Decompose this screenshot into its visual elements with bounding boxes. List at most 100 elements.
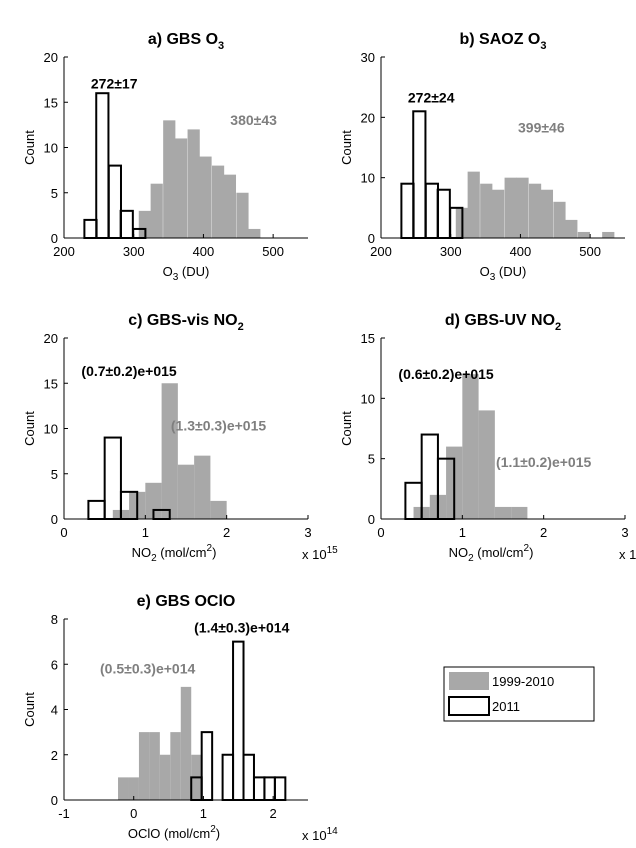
legend-box — [443, 666, 595, 722]
bar — [83, 218, 98, 239]
x-tick-label: 1 — [200, 806, 207, 821]
y-tick-label: 6 — [51, 657, 58, 672]
y-tick-label: 5 — [368, 452, 375, 467]
series-gray — [118, 686, 202, 800]
series-gray — [112, 383, 227, 519]
bar — [248, 228, 261, 238]
x-tick-label: 300 — [123, 244, 145, 259]
x-exponent: x 1015 — [619, 545, 636, 562]
bar — [252, 776, 266, 801]
panel-d: 0 1 2 3 0 5 10 15 d) GBS-UV NO2 Count NO2 (mol/cm2… — [339, 312, 636, 564]
x-tick-label: 2 — [223, 525, 230, 540]
panel-title: b) SAOZ O3 — [459, 31, 546, 52]
y-tick-label: 20 — [44, 50, 58, 65]
y-tick-label: 10 — [44, 141, 58, 156]
bar — [194, 455, 211, 519]
y-tick-label: 15 — [361, 331, 375, 346]
bar — [480, 183, 493, 238]
x-tick-label: 0 — [60, 525, 67, 540]
y-tick-label: 10 — [44, 422, 58, 437]
x-tick-label: 500 — [579, 244, 601, 259]
x-axis-label: NO2 (mol/cm2) — [132, 543, 217, 564]
panel-c: 0 1 2 3 0 5 10 15 20 c) GBS-vis NO2 Count NO2 (mol/… — [22, 312, 338, 564]
stat-annotation: (1.3±0.3)e+015 — [171, 417, 266, 433]
x-axis-label: OClO (mol/cm2) — [128, 824, 220, 841]
bar — [103, 436, 122, 520]
bar — [462, 374, 479, 519]
x-tick-label: 200 — [370, 244, 392, 259]
x-tick-label: 300 — [440, 244, 462, 259]
bar — [467, 171, 480, 238]
bar — [211, 165, 225, 238]
bar — [553, 201, 566, 238]
x-tick-label: 2 — [270, 806, 277, 821]
stat-annotation: 272±24 — [408, 89, 455, 105]
bar — [200, 731, 214, 801]
bar — [118, 777, 129, 800]
y-axis-label: Count — [22, 411, 37, 446]
bar — [223, 174, 237, 238]
bar — [565, 219, 578, 238]
series-outline — [190, 640, 287, 801]
stat-annotation: 399±46 — [518, 119, 565, 135]
y-tick-label: 5 — [51, 186, 58, 201]
stat-annotation: 380±43 — [230, 112, 277, 128]
x-tick-label: -1 — [58, 806, 70, 821]
panel-title: c) GBS-vis NO2 — [128, 312, 243, 333]
y-tick-label: 10 — [361, 171, 375, 186]
bar — [221, 753, 235, 801]
y-tick-label: 2 — [51, 748, 58, 763]
legend: 1999-2010 2011 — [443, 666, 595, 722]
bar — [540, 189, 554, 238]
bar — [412, 110, 427, 239]
legend-label: 1999-2010 — [492, 674, 554, 689]
y-tick-label: 0 — [368, 231, 375, 246]
bar — [170, 732, 181, 800]
bar — [210, 500, 227, 519]
x-tick-label: 400 — [510, 244, 532, 259]
x-tick-label: 3 — [304, 525, 311, 540]
stat-annotation: (0.7±0.2)e+015 — [81, 363, 176, 379]
bar — [492, 189, 505, 238]
stat-annotation: 272±17 — [91, 76, 138, 92]
bar — [163, 120, 176, 238]
bar — [494, 506, 512, 519]
bar — [107, 164, 122, 240]
bar — [150, 183, 163, 238]
bar — [177, 464, 195, 519]
y-axis-label: Count — [22, 130, 37, 165]
y-tick-label: 15 — [44, 376, 58, 391]
bar — [199, 156, 212, 238]
x-exponent: x 1014 — [302, 826, 338, 843]
bar — [577, 231, 590, 238]
bar — [187, 129, 200, 238]
legend-swatch-gray — [449, 672, 489, 690]
x-axis-label: NO2 (mol/cm2) — [449, 543, 534, 564]
x-tick-label: 3 — [621, 525, 628, 540]
bar — [128, 777, 139, 800]
bar — [149, 732, 160, 800]
x-tick-label: 200 — [53, 244, 75, 259]
bar — [511, 506, 528, 519]
bar — [232, 640, 245, 801]
bar — [424, 182, 439, 239]
y-tick-label: 20 — [361, 110, 375, 125]
x-tick-label: 2 — [540, 525, 547, 540]
series-gray — [455, 171, 615, 238]
bar — [528, 183, 542, 238]
bar — [504, 177, 517, 238]
stat-annotation: (1.1±0.2)e+015 — [496, 454, 591, 470]
series-outline — [83, 92, 147, 240]
bar — [516, 177, 529, 238]
bar — [436, 188, 451, 240]
x-exponent: x 1015 — [302, 545, 338, 562]
stat-annotation: (0.6±0.2)e+015 — [398, 366, 493, 382]
y-tick-label: 5 — [51, 467, 58, 482]
x-axis-label: O3 (DU) — [163, 264, 210, 283]
y-tick-label: 4 — [51, 703, 58, 718]
bar — [138, 732, 150, 800]
y-tick-label: 0 — [51, 512, 58, 527]
stat-annotation: (1.4±0.3)e+014 — [194, 620, 289, 636]
